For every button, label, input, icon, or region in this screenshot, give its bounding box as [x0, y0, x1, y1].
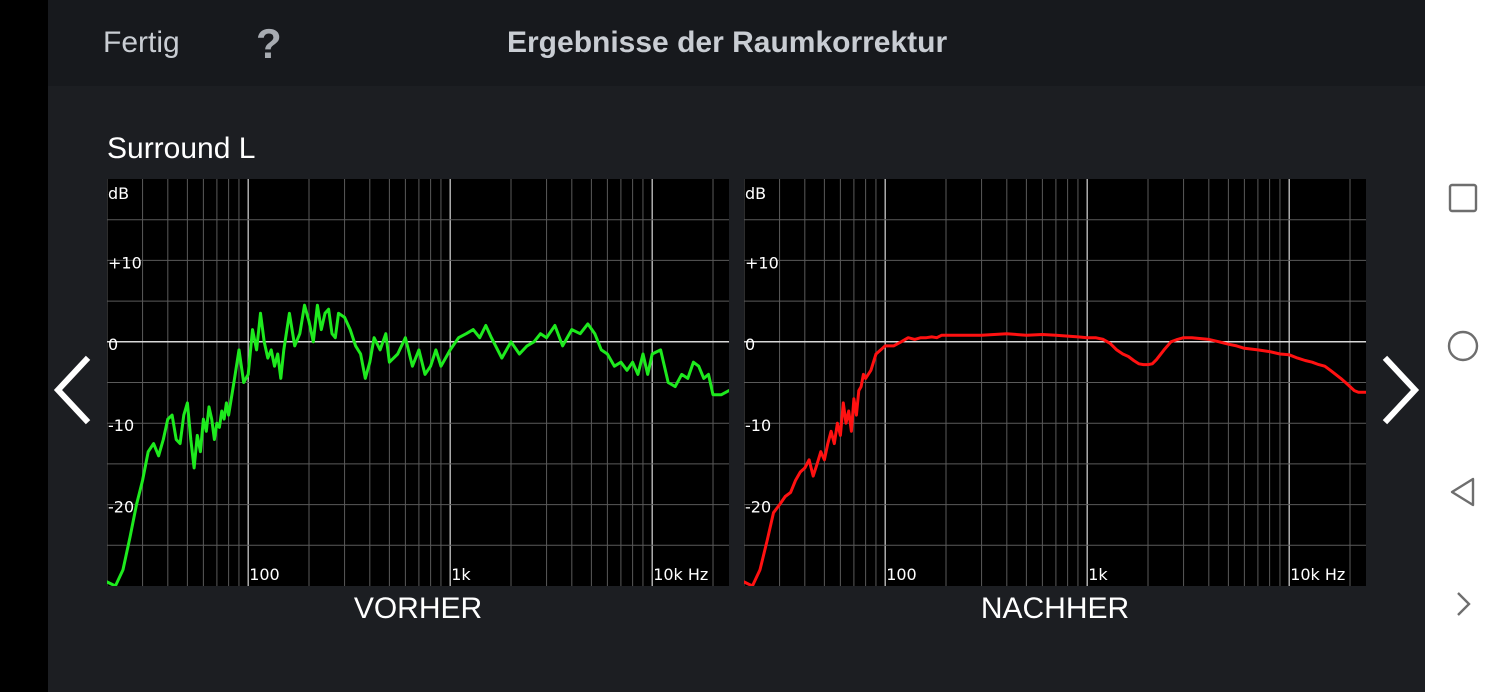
help-button[interactable]: ?	[256, 20, 282, 67]
x-tick-label: 1k	[451, 565, 471, 584]
square-icon[interactable]	[1443, 178, 1483, 218]
app-window: Fertig ? Ergebnisse der Raumkorrektur Su…	[48, 0, 1425, 692]
y-tick-label: -10	[745, 416, 771, 435]
circle-icon[interactable]	[1443, 326, 1483, 366]
y-tick-label: 0	[108, 335, 118, 354]
grid	[107, 179, 729, 586]
y-axis-unit: dB	[108, 184, 129, 203]
page-title: Ergebnisse der Raumkorrektur	[507, 26, 948, 59]
chart-before: dB +10 0 -10 -20 100 1k 10k Hz	[107, 179, 729, 586]
left-edge	[0, 0, 48, 692]
x-tick-label: 100	[886, 565, 917, 584]
chart-after: dB +10 0 -10 -20 100 1k 10k Hz	[744, 179, 1366, 586]
chart-after-label: NACHHER	[980, 592, 1130, 625]
y-tick-label: -10	[108, 416, 134, 435]
y-tick-label: -20	[108, 498, 134, 517]
series-line-before	[107, 303, 729, 586]
grid	[744, 179, 1366, 586]
x-tick-label: 100	[249, 565, 280, 584]
x-tick-label: 10k Hz	[653, 565, 708, 584]
channel-name: Surround L	[107, 132, 256, 165]
chart-before-label: VORHER	[353, 592, 483, 625]
done-button[interactable]: Fertig	[103, 26, 180, 59]
y-tick-label: 0	[745, 335, 755, 354]
chevron-right-small-icon[interactable]	[1443, 584, 1483, 624]
y-tick-label: -20	[745, 498, 771, 517]
system-navigation-bar	[1425, 0, 1500, 692]
y-tick-label: +10	[108, 253, 142, 272]
y-tick-label: +10	[745, 253, 779, 272]
series-line-after	[744, 332, 1366, 586]
y-axis-unit: dB	[745, 184, 766, 203]
chevron-left-icon[interactable]	[48, 352, 102, 428]
chevron-right-icon[interactable]	[1371, 352, 1425, 428]
header-bar: Fertig ? Ergebnisse der Raumkorrektur	[48, 0, 1425, 86]
x-tick-label: 1k	[1088, 565, 1108, 584]
triangle-left-icon[interactable]	[1443, 472, 1483, 512]
x-tick-label: 10k Hz	[1290, 565, 1345, 584]
